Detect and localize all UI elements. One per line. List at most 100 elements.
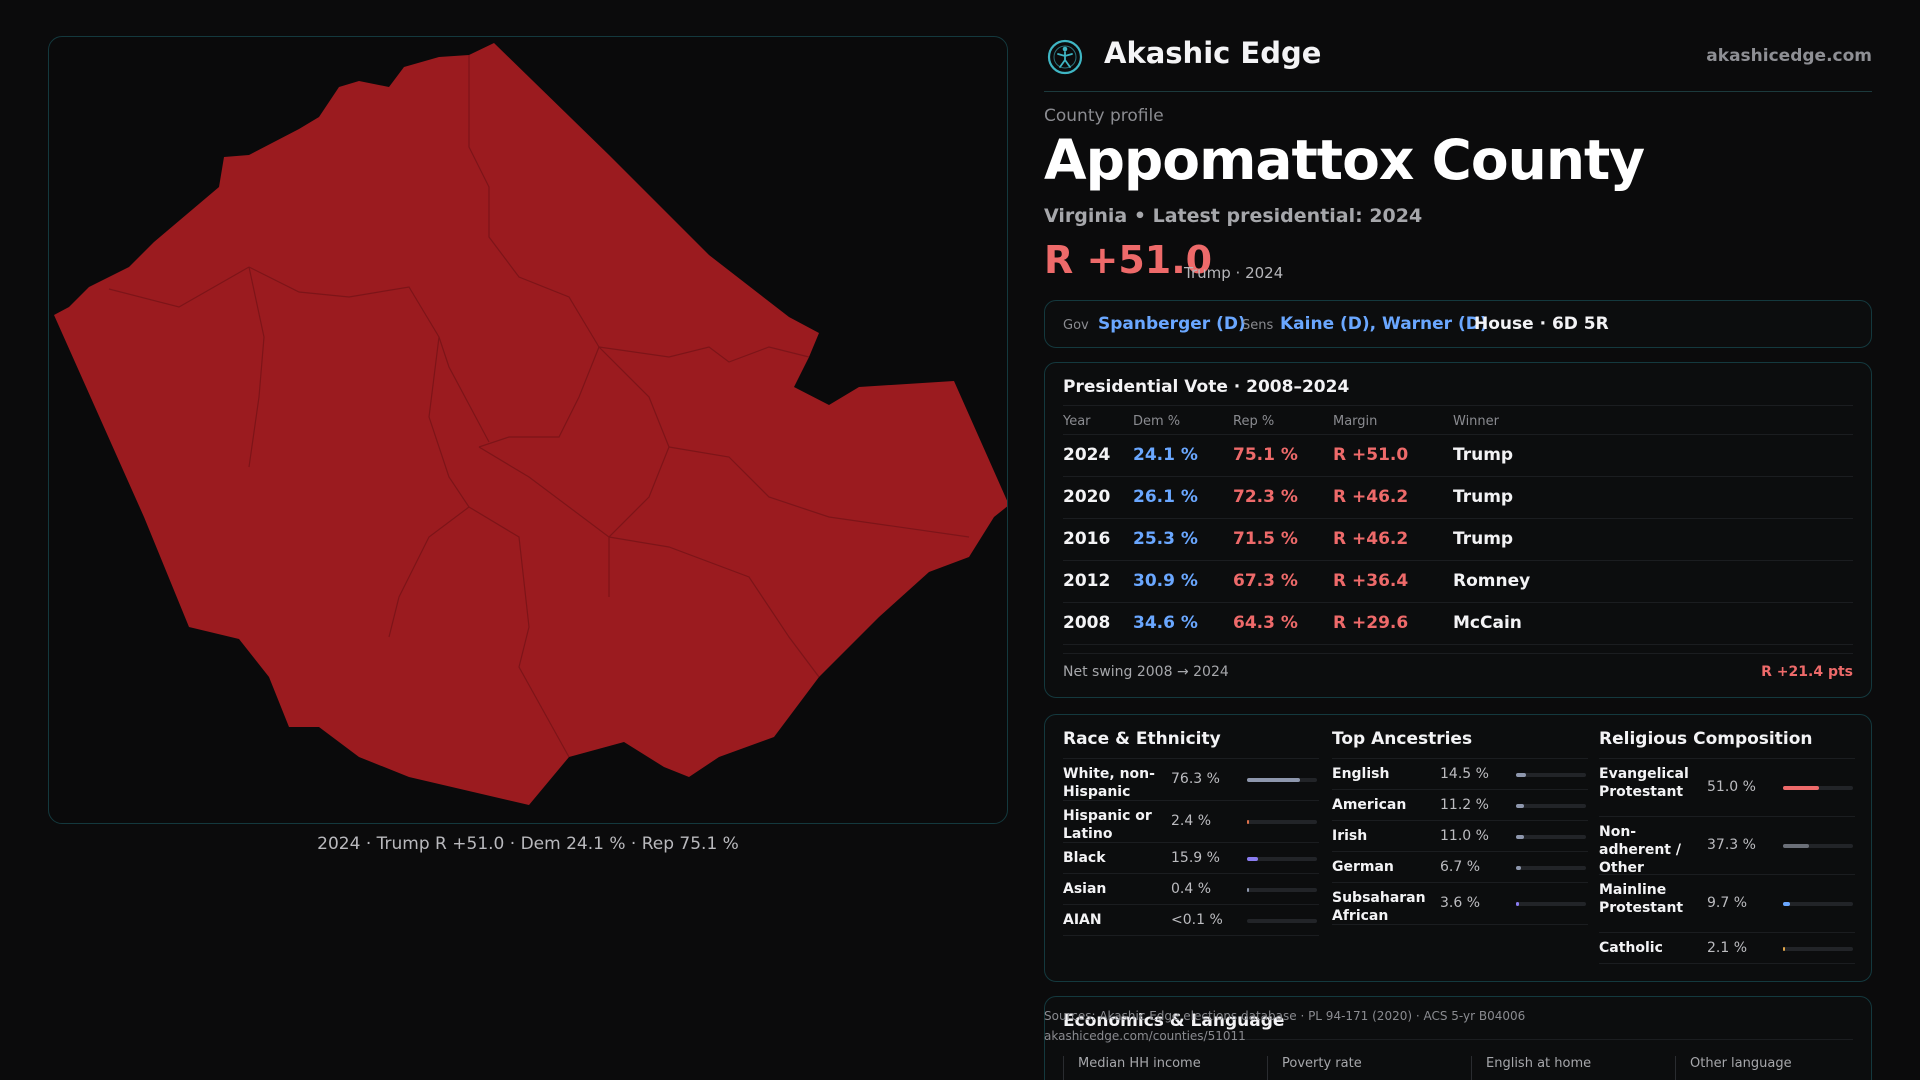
percent-bar-fill xyxy=(1516,803,1524,808)
item-label: Hispanic or Latino xyxy=(1063,808,1152,842)
list-item: Asian 0.4 % xyxy=(1063,874,1319,905)
percent-bar-fill xyxy=(1516,865,1521,870)
cell-year: 2024 xyxy=(1063,445,1111,465)
item-percent: 51.0 % xyxy=(1707,779,1756,795)
headline-margin: R +51.0 xyxy=(1044,238,1213,282)
percent-bar-fill xyxy=(1783,902,1790,906)
senators-label: Sens xyxy=(1242,318,1274,333)
item-label: AIAN xyxy=(1063,912,1102,928)
list-item: Subsaharan African 3.6 % xyxy=(1332,883,1588,925)
econ-col-income: Median HH income xyxy=(1063,1056,1201,1080)
county-map[interactable] xyxy=(49,37,1008,824)
profile-eyebrow: County profile xyxy=(1044,106,1164,126)
list-item: Black 15.9 % xyxy=(1063,843,1319,874)
item-label: Asian xyxy=(1063,881,1107,897)
percent-bar xyxy=(1516,902,1586,906)
percent-bar-fill xyxy=(1516,902,1519,906)
item-label: Irish xyxy=(1332,828,1368,844)
item-label: English xyxy=(1332,766,1390,782)
item-percent: 11.0 % xyxy=(1440,827,1489,844)
cell-dem: 24.1 % xyxy=(1133,445,1198,465)
percent-bar-fill xyxy=(1247,778,1300,782)
county-permalink[interactable]: akashicedge.com/counties/51011 xyxy=(1044,1029,1246,1043)
cell-rep: 75.1 % xyxy=(1233,445,1298,465)
percent-bar-fill xyxy=(1247,856,1258,861)
brand-url-link[interactable]: akashicedge.com xyxy=(1706,46,1872,66)
cell-year: 2012 xyxy=(1063,571,1111,591)
brand-name[interactable]: Akashic Edge xyxy=(1104,36,1322,70)
list-item: Catholic 2.1 % xyxy=(1599,933,1855,964)
table-header: Year Dem % Rep % Margin Winner xyxy=(1063,405,1853,435)
county-profile-panel: Akashic Edge akashicedge.com County prof… xyxy=(1044,0,1872,1080)
header-winner: Winner xyxy=(1453,414,1500,429)
cell-margin: R +36.4 xyxy=(1333,571,1409,591)
item-label: Black xyxy=(1063,850,1106,866)
map-caption: 2024 · Trump R +51.0 · Dem 24.1 % · Rep … xyxy=(317,834,739,854)
header-year: Year xyxy=(1063,414,1091,429)
percent-bar-fill xyxy=(1783,946,1785,951)
table-row[interactable]: 2024 24.1 % 75.1 % R +51.0 Trump xyxy=(1063,435,1853,477)
presidential-vote-card: Presidential Vote · 2008–2024 Year Dem %… xyxy=(1044,362,1872,698)
cell-winner: McCain xyxy=(1453,613,1522,633)
item-label: Mainline Protestant xyxy=(1599,882,1684,916)
cell-margin: R +46.2 xyxy=(1333,487,1409,507)
gov-label: Gov xyxy=(1063,318,1089,333)
percent-bar xyxy=(1516,834,1586,839)
table-row[interactable]: 2012 30.9 % 67.3 % R +36.4 Romney xyxy=(1063,561,1853,603)
officials-card: Gov Spanberger (D) Sens Kaine (D), Warne… xyxy=(1044,300,1872,348)
page-title: Appomattox County xyxy=(1044,128,1645,192)
economics-card: Economics & Language Median HH income Po… xyxy=(1044,996,1872,1080)
list-item: American 11.2 % xyxy=(1332,790,1588,821)
senators-link[interactable]: Kaine (D), Warner (D) xyxy=(1280,314,1488,334)
globe-figure-icon[interactable] xyxy=(1046,38,1084,76)
cell-rep: 72.3 % xyxy=(1233,487,1298,507)
item-label: White, non-Hispanic xyxy=(1063,766,1155,800)
item-percent: 2.4 % xyxy=(1171,813,1212,829)
percent-bar-fill xyxy=(1516,772,1526,777)
item-percent: 76.3 % xyxy=(1171,771,1220,787)
percent-bar xyxy=(1247,820,1317,824)
item-label: Evangelical Protestant xyxy=(1599,766,1689,800)
net-swing-row: Net swing 2008 → 2024 R +21.4 pts xyxy=(1063,653,1853,683)
table-row[interactable]: 2016 25.3 % 71.5 % R +46.2 Trump xyxy=(1063,519,1853,561)
governor-link[interactable]: Spanberger (D) xyxy=(1098,314,1246,334)
headline-margin-sub: Trump · 2024 xyxy=(1184,264,1284,282)
item-label: Catholic xyxy=(1599,940,1663,956)
percent-bar xyxy=(1516,772,1586,777)
item-percent: 9.7 % xyxy=(1707,895,1748,911)
cell-rep: 71.5 % xyxy=(1233,529,1298,549)
item-percent: 37.3 % xyxy=(1707,837,1756,853)
item-percent: 6.7 % xyxy=(1440,858,1481,875)
item-label: American xyxy=(1332,797,1407,813)
sources-line: Sources: Akashic Edge elections database… xyxy=(1044,1009,1526,1023)
list-item: German 6.7 % xyxy=(1332,852,1588,883)
list-item: Non-adherent / Other 37.3 % xyxy=(1599,817,1855,876)
cell-winner: Trump xyxy=(1453,445,1514,465)
percent-bar-fill xyxy=(1783,844,1809,848)
list-item: English 14.5 % xyxy=(1332,759,1588,790)
list-item: AIAN <0.1 % xyxy=(1063,905,1319,936)
econ-col-english: English at home xyxy=(1471,1056,1591,1080)
race-title: Race & Ethnicity xyxy=(1063,729,1319,759)
percent-bar-fill xyxy=(1783,786,1819,790)
presidential-vote-title: Presidential Vote · 2008–2024 xyxy=(1063,377,1350,397)
percent-bar-fill xyxy=(1247,887,1249,892)
cell-dem: 26.1 % xyxy=(1133,487,1198,507)
county-shape[interactable] xyxy=(54,43,1008,805)
cell-margin: R +46.2 xyxy=(1333,529,1409,549)
religion-title: Religious Composition xyxy=(1599,729,1855,759)
percent-bar xyxy=(1783,902,1853,906)
percent-bar xyxy=(1783,946,1853,951)
percent-bar-fill xyxy=(1516,834,1524,839)
header-rep: Rep % xyxy=(1233,414,1275,429)
table-row[interactable]: 2008 34.6 % 64.3 % R +29.6 McCain xyxy=(1063,603,1853,645)
net-swing-label: Net swing 2008 → 2024 xyxy=(1063,664,1229,680)
percent-bar-fill xyxy=(1247,820,1249,824)
cell-margin: R +51.0 xyxy=(1333,445,1409,465)
cell-year: 2008 xyxy=(1063,613,1111,633)
cell-dem: 34.6 % xyxy=(1133,613,1198,633)
brand-header: Akashic Edge akashicedge.com xyxy=(1044,32,1872,92)
item-label: German xyxy=(1332,859,1394,875)
table-row[interactable]: 2020 26.1 % 72.3 % R +46.2 Trump xyxy=(1063,477,1853,519)
county-map-panel[interactable] xyxy=(48,36,1008,824)
